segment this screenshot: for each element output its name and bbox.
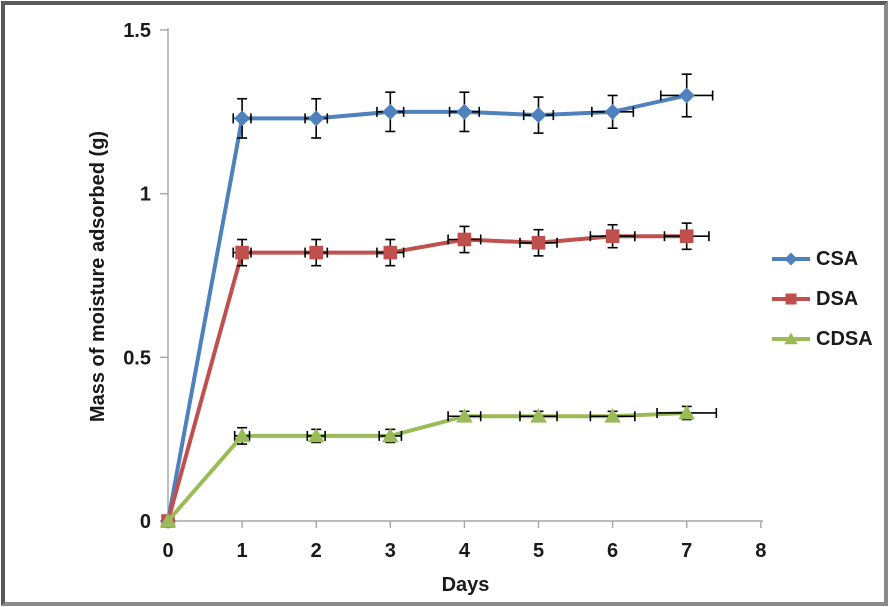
marker-cdsa [530,408,547,423]
x-tick-label: 6 [607,540,618,562]
marker-csa [604,103,621,120]
legend-label-cdsa: CDSA [816,328,873,350]
series-line-cdsa [166,410,689,523]
x-tick-label: 2 [311,540,322,562]
marker-csa [382,103,399,120]
marker-csa [530,107,547,124]
x-tick-label: 4 [459,540,471,562]
marker-dsa [309,245,323,260]
marker-cdsa [159,513,177,528]
legend-triangle-icon [772,332,810,345]
legend-item-dsa: DSA [772,286,873,312]
legend-item-csa: CSA [772,246,873,272]
x-tick-label: 5 [533,540,544,562]
legend-label-csa: CSA [816,248,859,270]
marker-dsa [605,229,620,244]
y-tick-label: 0.5 [123,347,151,369]
legend-marker-dsa [785,293,797,305]
x-tick-label: 3 [385,540,396,562]
y-tick-label: 1 [140,184,151,206]
marker-cdsa [678,404,696,420]
marker-csa [456,103,473,120]
y-axis-title: Mass of moisture adsorbed (g) [87,130,110,422]
legend-label-dsa: DSA [816,288,859,310]
marker-dsa [235,245,249,260]
marker-cdsa [233,427,251,443]
series-line-dsa [166,234,689,523]
marker-dsa [383,245,398,260]
y-tick-label: 0 [140,511,151,533]
marker-cdsa [604,408,621,423]
marker-cdsa [381,427,399,443]
legend-item-cdsa: CDSA [772,326,873,352]
marker-dsa [679,229,694,244]
legend-square-icon [772,293,810,305]
y-tick-label: 1.5 [123,20,151,42]
series-line-csa [166,93,689,523]
marker-cdsa [307,427,325,443]
x-axis-title: Days [441,574,490,596]
x-tick-label: 0 [162,540,173,562]
legend-marker-cdsa [784,332,798,345]
marker-dsa [531,235,546,250]
marker-csa [234,110,251,127]
legend-marker-csa [784,252,798,266]
legend-diamond-icon [772,252,810,266]
legend: CSA DSA CDSA [772,246,873,352]
marker-cdsa [456,408,473,423]
x-tick-label: 8 [755,540,766,562]
x-tick-label: 7 [681,540,692,562]
marker-csa [308,110,325,127]
marker-dsa [457,232,472,247]
marker-csa [678,87,695,104]
x-tick-label: 1 [237,540,248,562]
